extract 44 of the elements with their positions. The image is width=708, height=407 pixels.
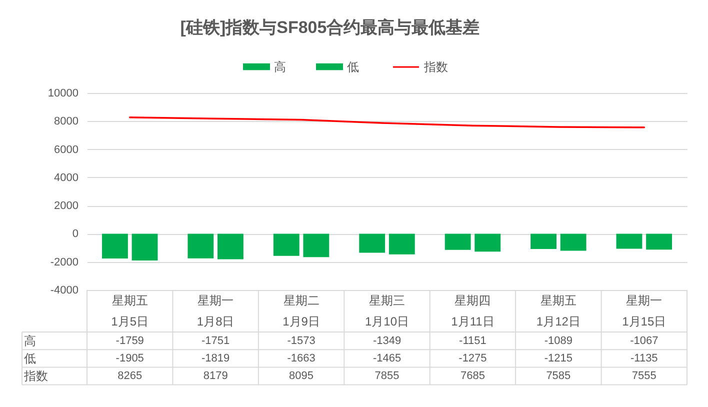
- data-label: -1089: [544, 334, 572, 347]
- x-tick-label: 星期一 1月8日: [196, 294, 234, 328]
- y-tick-label: 10000: [48, 88, 78, 100]
- legend-label: 指数: [423, 60, 448, 74]
- x-tick-label: 星期二 1月9日: [282, 294, 320, 328]
- data-label: -1905: [116, 352, 144, 364]
- data-label: -1819: [202, 352, 230, 364]
- x-tick-label: 星期五 1月12日: [536, 294, 580, 328]
- data-label: 8095: [289, 370, 314, 382]
- chart-title: [硅铁]指数与SF805合约最高与最低基差: [180, 18, 480, 37]
- line-series: [128, 116, 646, 128]
- data-label: 8179: [203, 370, 228, 382]
- data-label: 7555: [632, 370, 656, 382]
- y-tick-label: 6000: [54, 144, 78, 156]
- data-label: -1759: [116, 334, 144, 347]
- x-tick-label: 星期五 1月5日: [111, 294, 149, 328]
- text: 高: [24, 334, 36, 348]
- data-label: -1275: [458, 352, 487, 364]
- text: 指数: [24, 369, 48, 383]
- text: 低: [24, 351, 36, 366]
- x-tick-label: 星期一 1月15日: [622, 294, 666, 328]
- y-tick-label: -2000: [50, 256, 78, 268]
- y-tick-label: 2000: [54, 200, 78, 212]
- data-label: -1215: [544, 352, 572, 364]
- legend-label: 低: [347, 60, 359, 74]
- data-label: 7585: [546, 370, 571, 382]
- x-tick-label: 星期四 1月11日: [451, 294, 494, 328]
- data-label: -1663: [287, 352, 316, 364]
- legend-label: 高: [274, 60, 286, 74]
- y-tick-label: 0: [72, 228, 78, 240]
- data-label: 8265: [118, 370, 142, 382]
- x-tick-label: 星期三 1月10日: [364, 294, 410, 328]
- data-label: -1751: [202, 334, 230, 347]
- data-label: -1067: [630, 334, 658, 347]
- data-label: 7855: [374, 370, 400, 382]
- data-label: -1349: [372, 334, 402, 347]
- data-label: -1135: [630, 352, 658, 364]
- y-tick-label: -4000: [50, 284, 78, 296]
- data-label: -1465: [372, 352, 402, 364]
- y-tick-label: 8000: [54, 116, 78, 128]
- data-label: -1573: [287, 334, 316, 347]
- data-label: -1151: [459, 334, 486, 347]
- data-label: 7685: [460, 370, 485, 382]
- y-tick-label: 4000: [54, 172, 78, 184]
